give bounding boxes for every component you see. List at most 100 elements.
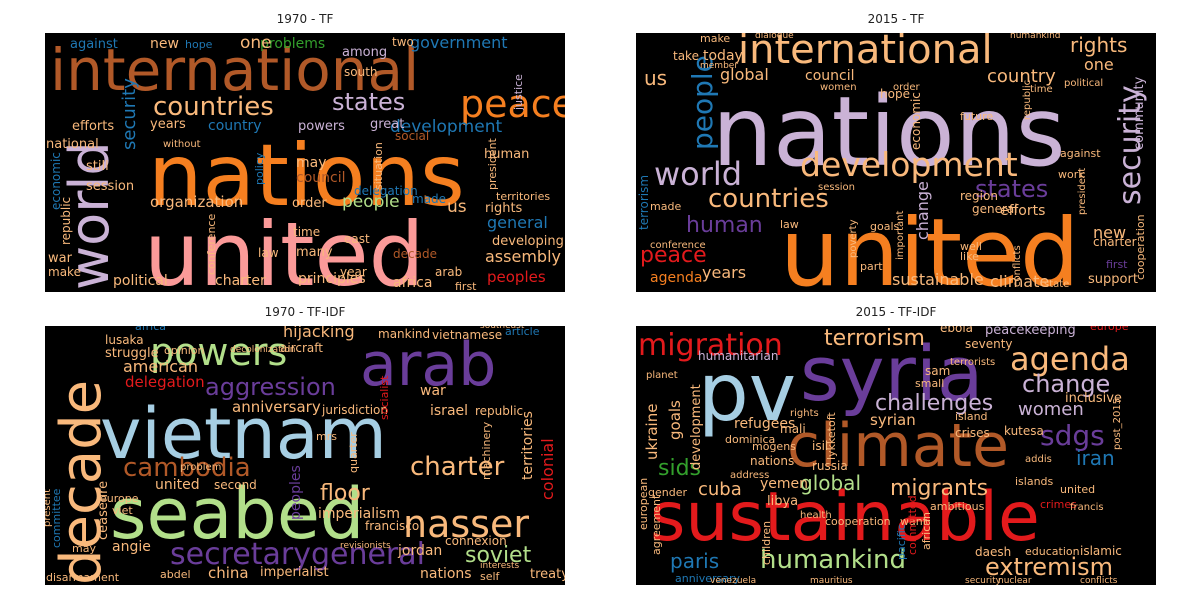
word-new: new <box>150 36 179 52</box>
word-angie: angie <box>112 539 151 555</box>
word-anniversary: anniversary <box>675 572 741 585</box>
word-well: well <box>960 240 982 253</box>
word-africa: africa <box>393 275 432 291</box>
word-extremism: extremism <box>985 553 1113 581</box>
word-today: today <box>703 48 743 64</box>
word-rights: rights <box>485 201 523 216</box>
word-committee: committee <box>50 488 63 548</box>
word-first: first <box>455 280 477 292</box>
word-country: country <box>987 66 1056 87</box>
word-order: order <box>292 196 327 211</box>
panel-title-1970-tf: 1970 - TF <box>276 12 334 26</box>
word-nations: nations <box>148 126 465 226</box>
word-yemen: yemen <box>760 476 808 492</box>
word-seventy: seventy <box>965 337 1013 351</box>
word-state: state <box>1044 279 1069 290</box>
word-community: community <box>1132 76 1147 150</box>
word-secretarygeneral: secretarygeneral <box>170 537 425 572</box>
word-country: country <box>208 118 262 134</box>
word-gender: gender <box>648 486 687 499</box>
word-hope: hope <box>880 87 910 101</box>
word-climate: climate <box>990 272 1049 291</box>
word-machinery: machinery <box>480 421 493 480</box>
word-economic: economic <box>49 152 63 210</box>
word-migration: migration <box>638 328 783 363</box>
word-mogens: mogens <box>752 440 796 453</box>
word-make: make <box>48 265 81 279</box>
word-years: years <box>702 263 746 282</box>
word-present: present <box>45 489 53 527</box>
word-president: president <box>1077 168 1088 215</box>
word-global: global <box>720 65 769 84</box>
word-humankind: humankind <box>760 545 906 575</box>
word-territories: territories <box>520 411 536 480</box>
word-hope: hope <box>185 38 213 51</box>
word-europe: europe <box>100 492 139 505</box>
word-abdel: abdel <box>160 568 191 581</box>
word-ebola: ebola <box>940 326 973 335</box>
word-member: member <box>700 61 738 71</box>
word-year: year <box>340 265 367 279</box>
word-cooperation: cooperation <box>825 515 891 528</box>
word-order: order <box>893 82 921 93</box>
word-security: security <box>965 576 1002 585</box>
word-efforts: efforts <box>1000 203 1045 219</box>
word-republic: republic <box>1022 80 1033 120</box>
word-decade: decade <box>49 380 114 585</box>
word-nations: nations <box>420 566 472 582</box>
word-time: time <box>1030 84 1053 95</box>
word-terrorism: terrorism <box>637 175 651 230</box>
word-goals: goals <box>666 400 684 440</box>
word-mauritius: mauritius <box>810 576 853 585</box>
word-libya: libya <box>767 494 798 509</box>
word-decolonization: decolonization <box>230 345 295 355</box>
word-jurisdiction: jurisdiction <box>321 403 388 417</box>
word-russia: russia <box>812 459 848 473</box>
word-against: against <box>1060 147 1101 160</box>
word-francis: francis <box>1070 502 1104 513</box>
word-region: region <box>960 189 998 203</box>
word-syrian: syrian <box>870 411 916 429</box>
word-vietnamese: vietnamese <box>432 328 502 342</box>
word-connexion: connexion <box>445 534 507 548</box>
word-may: may <box>296 155 327 171</box>
word-charter: charter <box>410 452 505 482</box>
word-quarter: quarter <box>347 432 360 473</box>
word-time: time <box>293 225 320 239</box>
word-support: support <box>1088 272 1138 287</box>
word-daesh: daesh <box>975 545 1011 559</box>
word-nations: nations <box>750 454 794 468</box>
word-venezuela: venezuela <box>710 576 756 585</box>
word-international: international <box>50 36 419 104</box>
word-states: states <box>332 88 405 116</box>
word-sustainable: sustainable <box>892 270 984 289</box>
word-european: european <box>637 478 650 530</box>
word-nuclear: nuclear <box>998 576 1032 585</box>
word-opinion: opinion <box>164 344 205 357</box>
word-francisco: francisco <box>365 519 419 533</box>
word-global: global <box>800 471 861 495</box>
word-southeast: southeast <box>480 326 525 331</box>
word-among: among <box>342 45 387 60</box>
word-second: second <box>214 478 257 492</box>
word-terrorism: terrorism <box>824 326 925 351</box>
word-council: council <box>296 170 346 186</box>
word-anniversary: anniversary <box>232 398 321 416</box>
word-island: island <box>955 410 988 423</box>
word-efforts: efforts <box>72 119 114 134</box>
word-security: security <box>119 78 140 150</box>
word-first: first <box>1106 258 1128 271</box>
word-delegation: delegation <box>354 184 418 198</box>
word-isil: isil <box>812 439 828 453</box>
word-united: united <box>780 199 1080 292</box>
word-republic: republic <box>59 197 73 245</box>
word-countries: countries <box>153 92 274 122</box>
word-change: change <box>1022 370 1110 398</box>
word-powers: powers <box>150 330 287 374</box>
word-united: united <box>1060 483 1095 496</box>
word-terrorists: terrorists <box>950 357 995 368</box>
word-decade: decade <box>393 247 437 261</box>
word-territories: territories <box>496 190 550 203</box>
word-small: small <box>915 377 944 390</box>
word-development: development <box>689 384 704 470</box>
